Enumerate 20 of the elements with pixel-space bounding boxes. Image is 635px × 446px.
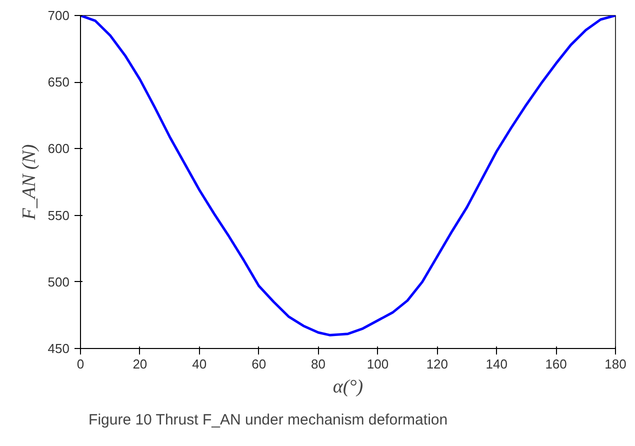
y-tick-label: 450: [48, 341, 70, 356]
x-tick-label: 180: [604, 356, 626, 372]
y-tick-label: 650: [48, 74, 70, 90]
y-tick-label: 550: [48, 208, 70, 223]
x-tick-label: 0: [76, 356, 84, 372]
x-tick-label: 100: [366, 356, 389, 372]
caption: Figure 10 Thrust F_AN under mechanism deformation: [88, 412, 448, 428]
y-tick-label: 600: [48, 141, 70, 156]
line-series: [80, 16, 616, 336]
x-tick-label: 140: [486, 356, 508, 372]
y-axis-title: F_AN (N): [18, 144, 40, 221]
x-tick-label: 60: [252, 356, 266, 372]
x-axis-title: α(°): [332, 376, 364, 398]
x-tick-label: 40: [192, 356, 207, 372]
x-tick-label: 120: [426, 356, 448, 372]
y-tick-label: 500: [48, 274, 70, 290]
x-tick-label: 20: [132, 356, 148, 372]
y-tick-label: 700: [48, 8, 70, 23]
x-tick-label: 160: [545, 356, 567, 372]
x-tick-label: 80: [311, 356, 326, 372]
